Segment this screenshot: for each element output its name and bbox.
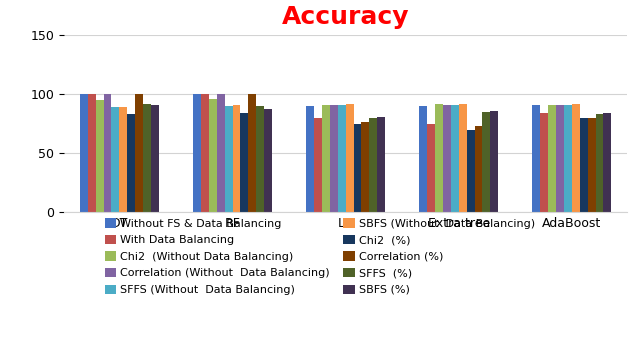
Bar: [209, 99, 217, 212]
Bar: [143, 104, 151, 212]
Bar: [322, 105, 330, 212]
Bar: [104, 95, 111, 212]
Bar: [306, 106, 314, 212]
Bar: [217, 95, 225, 212]
Bar: [532, 105, 540, 212]
Bar: [596, 114, 604, 212]
Bar: [330, 105, 338, 212]
Bar: [135, 95, 143, 212]
Bar: [548, 105, 556, 212]
Bar: [314, 118, 322, 212]
Bar: [564, 105, 572, 212]
Bar: [459, 104, 467, 212]
Bar: [111, 107, 120, 212]
Bar: [193, 95, 201, 212]
Bar: [540, 113, 548, 212]
Bar: [556, 105, 564, 212]
Bar: [419, 106, 427, 212]
Bar: [451, 105, 459, 212]
Bar: [604, 113, 611, 212]
Bar: [151, 105, 159, 212]
Bar: [232, 105, 241, 212]
Title: Accuracy: Accuracy: [282, 5, 410, 29]
Bar: [572, 104, 580, 212]
Bar: [588, 118, 596, 212]
Bar: [248, 95, 256, 212]
Bar: [88, 95, 95, 212]
Bar: [95, 100, 104, 212]
Bar: [264, 109, 272, 212]
Bar: [435, 104, 443, 212]
Bar: [427, 124, 435, 212]
Bar: [127, 114, 135, 212]
Bar: [120, 107, 127, 212]
Bar: [467, 130, 474, 212]
Bar: [377, 117, 385, 212]
Bar: [362, 121, 369, 212]
Bar: [353, 124, 362, 212]
Bar: [483, 112, 490, 212]
Bar: [80, 95, 88, 212]
Bar: [225, 106, 232, 212]
Bar: [369, 118, 377, 212]
Bar: [201, 95, 209, 212]
Bar: [346, 104, 353, 212]
Bar: [580, 118, 588, 212]
Bar: [338, 105, 346, 212]
Bar: [241, 113, 248, 212]
Legend: Without FS & Data Balancing, With Data Balancing, Chi2  (Without Data Balancing): Without FS & Data Balancing, With Data B…: [105, 218, 535, 295]
Bar: [490, 111, 499, 212]
Bar: [256, 106, 264, 212]
Bar: [474, 126, 483, 212]
Bar: [443, 105, 451, 212]
